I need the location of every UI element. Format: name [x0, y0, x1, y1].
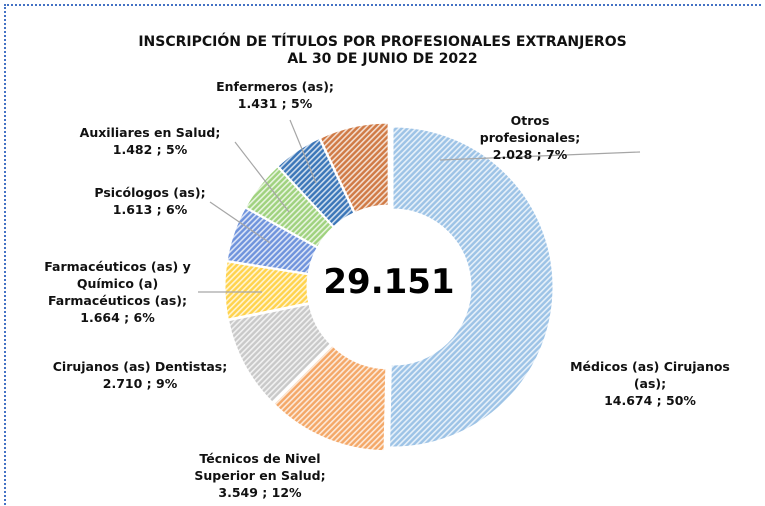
- chart-title: AL 30 DE JUNIO DE 2022: [287, 51, 478, 67]
- frame: [4, 4, 761, 506]
- value-label: 1.431 ; 5%: [237, 96, 313, 111]
- category-label: Farmacéuticos (as) y Químico (a) Farmacé…: [44, 259, 191, 308]
- category-label: Cirujanos (as) Dentistas;: [52, 359, 228, 374]
- leader-line: [289, 119, 317, 184]
- leader-line: [439, 151, 641, 161]
- slice-hatch: [228, 304, 331, 402]
- category-label: Otros profesionales;: [479, 113, 581, 145]
- slice-hatch: [320, 123, 389, 213]
- center-total: 29.151: [323, 262, 455, 302]
- slice-label: Otros profesionales; 2.028 ; 7%: [475, 112, 585, 163]
- value-label: 1.664 ; 6%: [80, 310, 155, 325]
- slice-label: Psicólogos (as); 1.613 ; 6%: [75, 184, 225, 218]
- slice-hatch: [225, 261, 309, 319]
- slice-label: Médicos (as) Cirujanos (as); 14.674 ; 50%: [565, 358, 735, 409]
- slice-label: Técnicos de Nivel Superior en Salud; 3.54…: [185, 450, 335, 501]
- value-label: 14.674 ; 50%: [604, 393, 696, 408]
- value-label: 2.028 ; 7%: [492, 147, 568, 162]
- slice-label: Auxiliares en Salud; 1.482 ; 5%: [55, 124, 245, 158]
- value-label: 3.549 ; 12%: [218, 485, 302, 500]
- value-label: 1.482 ; 5%: [112, 142, 188, 157]
- slice-hatch: [227, 208, 317, 274]
- value-label: 2.710 ; 9%: [102, 376, 178, 391]
- slice-hatch: [245, 166, 333, 247]
- category-label: Médicos (as) Cirujanos (as);: [570, 359, 730, 391]
- chart-title: INSCRIPCIÓN DE TÍTULOS POR PROFESIONALES…: [138, 34, 627, 50]
- slice-label: Cirujanos (as) Dentistas; 2.710 ; 9%: [40, 358, 240, 392]
- slice-label: Enfermeros (as); 1.431 ; 5%: [205, 78, 345, 112]
- value-label: 1.613 ; 6%: [112, 202, 188, 217]
- category-label: Enfermeros (as);: [216, 79, 334, 94]
- category-label: Técnicos de Nivel Superior en Salud;: [194, 451, 326, 483]
- category-label: Psicólogos (as);: [94, 185, 206, 200]
- leader-line: [209, 201, 271, 244]
- slice-hatch: [274, 345, 386, 451]
- category-label: Auxiliares en Salud;: [79, 125, 221, 140]
- slice-hatch: [389, 127, 553, 448]
- leader-line: [234, 141, 290, 213]
- slice-label: Farmacéuticos (as) y Químico (a) Farmacé…: [25, 258, 210, 326]
